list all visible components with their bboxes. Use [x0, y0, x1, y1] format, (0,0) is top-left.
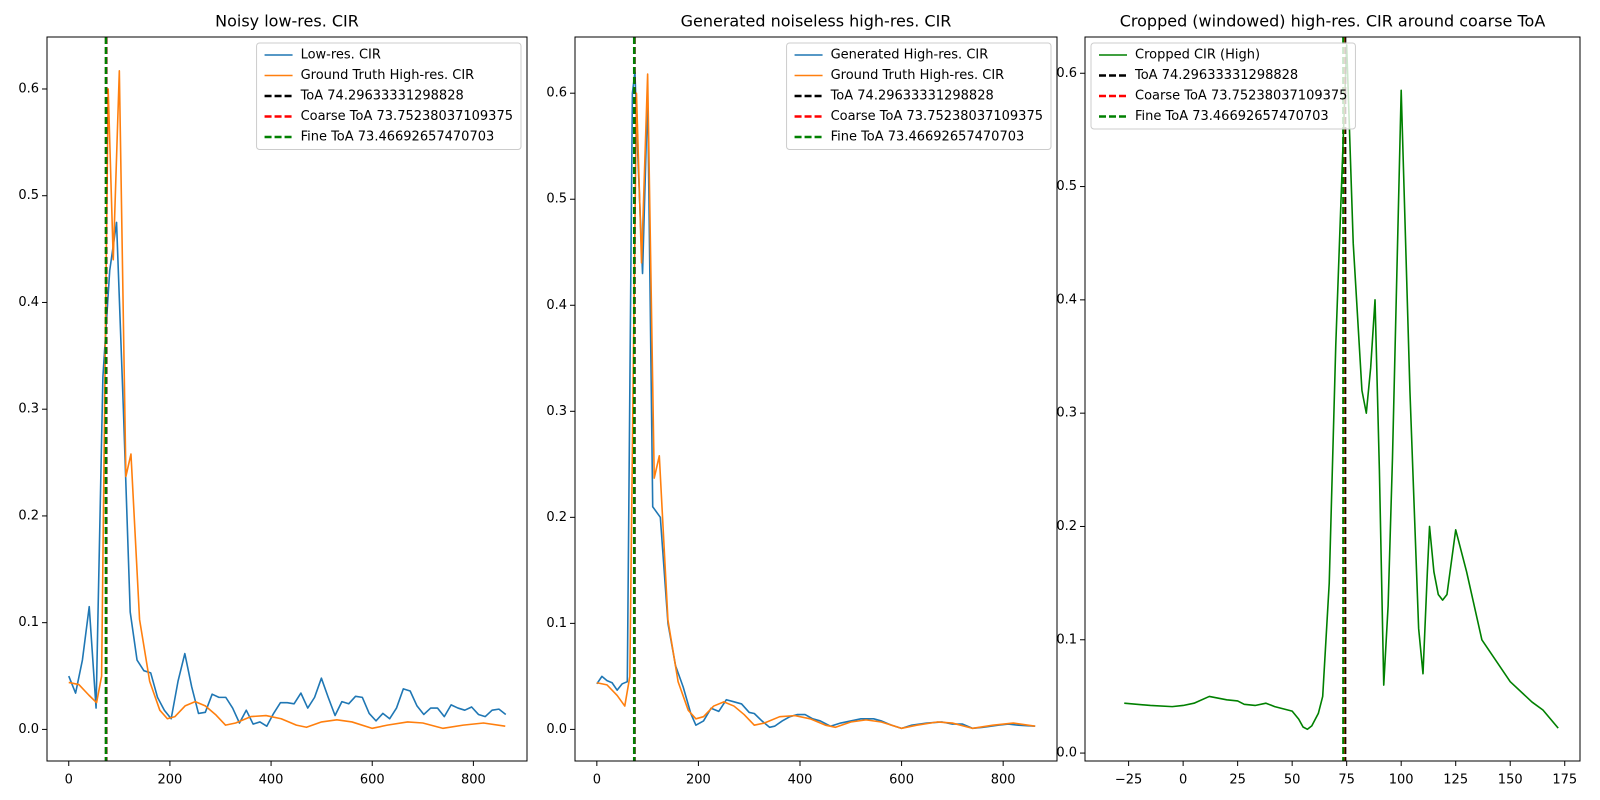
legend: Low-res. CIR Ground Truth High-res. CIR To…: [256, 42, 522, 150]
x-tick-label: 0: [593, 773, 601, 788]
legend-label: Coarse ToA 73.75238037109375: [301, 109, 513, 124]
y-tick-label: 0.5: [546, 192, 567, 207]
chart-title: Generated noiseless high-res. CIR: [681, 12, 952, 31]
y-tick-label: 0.6: [1056, 66, 1077, 81]
x-tick-label: 200: [686, 773, 711, 788]
legend-label: Coarse ToA 73.75238037109375: [831, 109, 1043, 124]
y-tick-label: 0.1: [1056, 632, 1077, 647]
legend-label: Low-res. CIR: [301, 48, 381, 63]
series-line: [1124, 44, 1559, 731]
y-tick-label: 0.0: [18, 722, 39, 737]
legend-label: ToA 74.29633331298828: [830, 89, 994, 104]
x-tick-label: 100: [1389, 773, 1414, 788]
legend-label: Coarse ToA 73.75238037109375: [1135, 89, 1347, 104]
legend-box: [1090, 42, 1356, 130]
legend-label: ToA 74.29633331298828: [300, 89, 464, 104]
plot-area: [596, 37, 1036, 761]
legend: Cropped CIR (High) ToA 74.29633331298828 C…: [1090, 42, 1356, 130]
x-tick-label: 400: [259, 773, 284, 788]
x-tick-label: 800: [461, 773, 486, 788]
plot-area: [1124, 37, 1559, 761]
x-tick-label: 600: [360, 773, 385, 788]
series-line: [68, 221, 507, 727]
legend-label: ToA 74.29633331298828: [1134, 68, 1298, 83]
y-tick-label: 0.0: [1056, 746, 1077, 761]
y-tick-label: 0.6: [18, 81, 39, 96]
x-tick-label: 0: [65, 773, 73, 788]
legend-label: Fine ToA 73.46692657470703: [831, 130, 1025, 145]
x-tick-label: 200: [157, 773, 182, 788]
y-tick-label: 0.2: [546, 510, 567, 525]
x-tick-label: 800: [991, 773, 1016, 788]
y-tick-label: 0.1: [18, 615, 39, 630]
x-tick-label: 50: [1284, 773, 1301, 788]
x-tick-label: 25: [1229, 773, 1246, 788]
y-tick-label: 0.5: [18, 188, 39, 203]
legend-box: [256, 42, 522, 150]
y-tick-label: 0.4: [546, 298, 567, 313]
legend-label: Fine ToA 73.46692657470703: [301, 130, 495, 145]
legend-label: Cropped CIR (High): [1135, 48, 1260, 63]
y-tick-label: 0.5: [1056, 179, 1077, 194]
x-tick-label: 400: [788, 773, 813, 788]
legend-label: Ground Truth High-res. CIR: [831, 68, 1005, 83]
y-tick-label: 0.0: [546, 722, 567, 737]
series-line: [596, 73, 1036, 730]
axes-frame: [46, 36, 528, 762]
y-tick-label: 0.6: [546, 86, 567, 101]
y-tick-label: 0.3: [546, 404, 567, 419]
legend-label: Generated High-res. CIR: [831, 48, 989, 63]
series-line: [596, 71, 1036, 730]
y-tick-label: 0.1: [546, 616, 567, 631]
y-tick-label: 0.2: [1056, 519, 1077, 534]
x-tick-label: 600: [889, 773, 914, 788]
x-tick-label: 175: [1552, 773, 1577, 788]
legend-label: Fine ToA 73.46692657470703: [1135, 109, 1329, 124]
legend: Generated High-res. CIR Ground Truth High…: [786, 42, 1052, 150]
plot-area: [68, 37, 507, 761]
y-tick-label: 0.4: [1056, 292, 1077, 307]
x-tick-label: 0: [1179, 773, 1187, 788]
y-tick-label: 0.3: [1056, 406, 1077, 421]
axes-frame: [1084, 36, 1581, 762]
axes-frame: [574, 36, 1058, 762]
x-tick-label: 75: [1338, 773, 1355, 788]
legend-box: [786, 42, 1052, 150]
chart-title: Cropped (windowed) high-res. CIR around …: [1120, 12, 1546, 31]
x-tick-label: 125: [1443, 773, 1468, 788]
chart-title: Noisy low-res. CIR: [215, 12, 359, 31]
y-tick-label: 0.2: [18, 508, 39, 523]
y-tick-label: 0.3: [18, 402, 39, 417]
x-tick-label: 150: [1498, 773, 1523, 788]
series-line: [68, 70, 506, 730]
legend-label: Ground Truth High-res. CIR: [301, 68, 475, 83]
x-tick-label: −25: [1115, 773, 1142, 788]
y-tick-label: 0.4: [18, 295, 39, 310]
